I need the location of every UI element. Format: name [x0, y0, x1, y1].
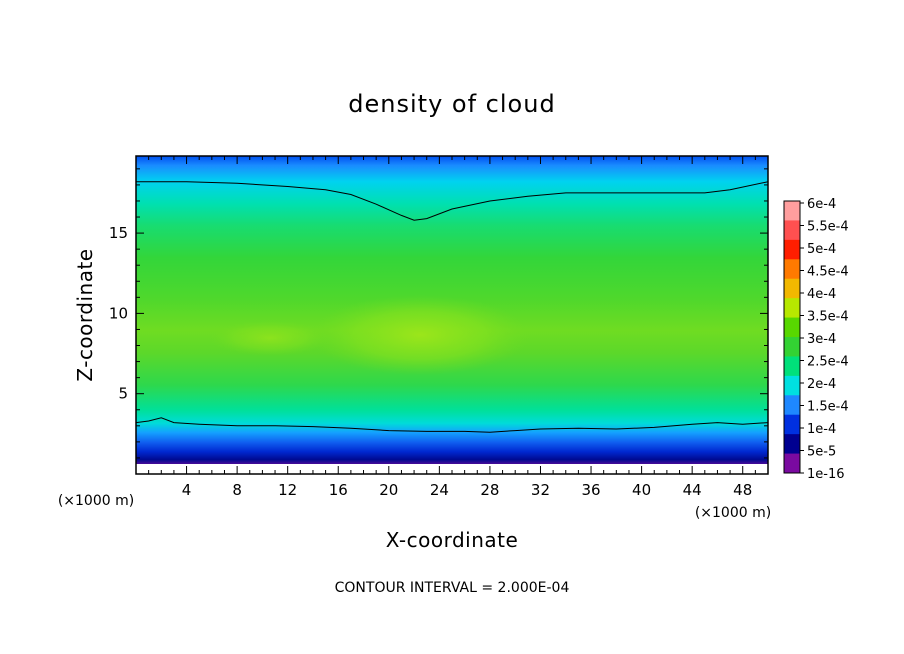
chart-title: density of cloud [348, 90, 555, 118]
contour-line-lower [136, 417, 768, 433]
colorbar-frame [783, 200, 801, 474]
x-tick-label: 32 [531, 481, 550, 499]
y-axis-ticks: 5 10 15 [109, 168, 768, 459]
colorbar-swatch [784, 356, 800, 377]
x-unit-label: (×1000 m) [695, 505, 771, 521]
colorbar-label: 1.5e-4 [807, 400, 849, 415]
x-tick-label: 44 [683, 481, 702, 499]
colorbar-label: 5e-5 [807, 445, 836, 460]
colorbar-swatch [784, 278, 800, 299]
colorbar-swatch [784, 259, 800, 280]
colorbar-swatch [784, 201, 800, 221]
colorbar-swatch [784, 220, 800, 241]
colorbar-label: 4.5e-4 [807, 265, 849, 280]
field-core-left [210, 320, 330, 356]
colorbar-label: 4e-4 [807, 287, 836, 302]
field-ground-gap [136, 464, 768, 474]
colorbar: 6e-4 5.5e-4 5e-4 4.5e-4 4e-4 3.5e-4 3e-4 2.5e-4… [783, 197, 849, 482]
colorbar-label: 1e-4 [807, 422, 836, 437]
x-tick-label: 36 [581, 481, 600, 499]
colorbar-label: 3.5e-4 [807, 310, 849, 325]
colorbar-swatch [784, 375, 800, 396]
colorbar-swatch [784, 395, 800, 416]
colorbar-swatch [784, 317, 800, 338]
x-tick-label: 4 [182, 481, 192, 499]
field-top-minimum [320, 156, 490, 218]
x-tick-label: 28 [480, 481, 499, 499]
x-tick-label: 12 [278, 481, 297, 499]
y-tick-label: 5 [118, 385, 128, 403]
colorbar-label: 5.5e-4 [807, 220, 849, 235]
colorbar-label: 6e-4 [807, 197, 836, 212]
z-unit-label: (×1000 m) [58, 493, 134, 509]
plot-area [136, 156, 768, 474]
x-tick-label: 20 [379, 481, 398, 499]
x-tick-label: 8 [232, 481, 242, 499]
y-axis-label: Z-coordinate [73, 248, 97, 381]
colorbar-label: 3e-4 [807, 332, 836, 347]
colorbar-label: 1e-16 [807, 467, 845, 482]
y-tick-label: 10 [109, 304, 128, 322]
colorbar-label: 2e-4 [807, 377, 836, 392]
x-tick-label: 40 [632, 481, 651, 499]
colorbar-swatch [784, 298, 800, 319]
contour-interval-text: CONTOUR INTERVAL = 2.000E-04 [335, 580, 570, 596]
colorbar-swatch [784, 434, 800, 455]
colorbar-swatch [784, 453, 800, 474]
x-tick-label: 16 [329, 481, 348, 499]
y-tick-label: 15 [109, 224, 128, 242]
colorbar-label: 2.5e-4 [807, 355, 849, 370]
colorbar-swatch [784, 239, 800, 260]
x-tick-label: 24 [430, 481, 449, 499]
field-core-high [310, 295, 530, 375]
contour-lines [136, 181, 768, 433]
x-tick-label: 48 [733, 481, 752, 499]
colorbar-label: 5e-4 [807, 242, 836, 257]
contour-line-upper [136, 181, 768, 221]
colorbar-swatch [784, 337, 800, 357]
x-axis-ticks: 4 8 12 16 20 24 28 32 36 40 44 48 [148, 156, 756, 499]
colorbar-swatch [784, 414, 800, 435]
x-axis-label: X-coordinate [386, 528, 519, 552]
